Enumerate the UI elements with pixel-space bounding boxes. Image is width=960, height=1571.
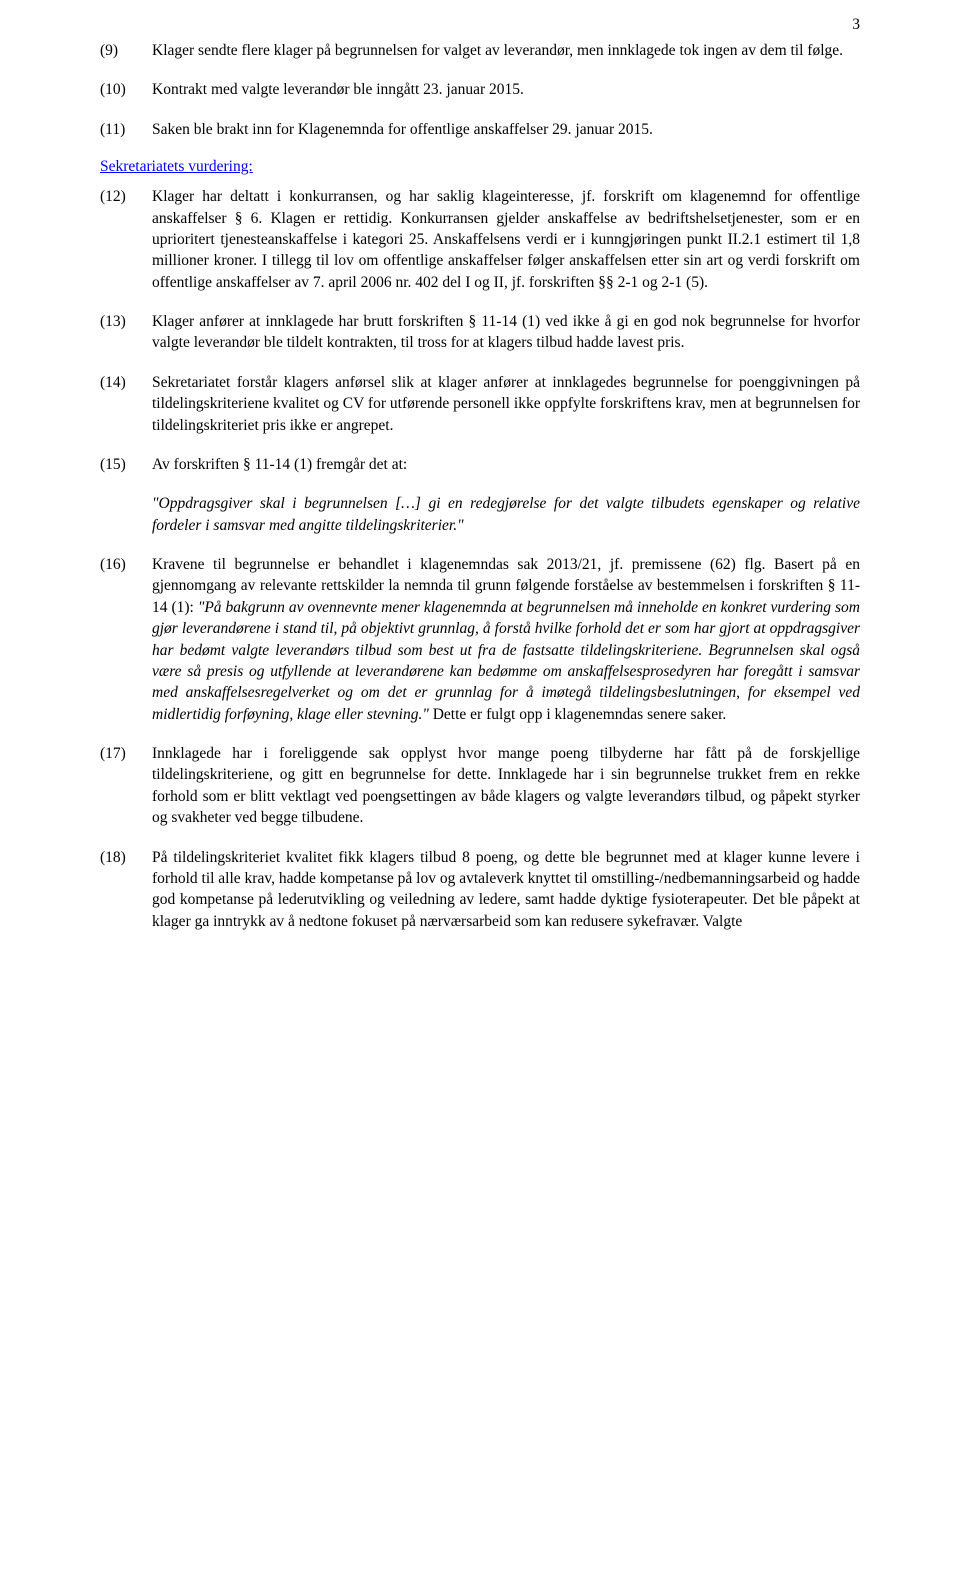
paragraph-12: (12) Klager har deltatt i konkurransen, … <box>100 186 860 293</box>
paragraph-num: (14) <box>100 372 152 436</box>
paragraph-num: (13) <box>100 311 152 354</box>
paragraph-post: Dette er fulgt opp i klagenemndas senere… <box>429 706 726 723</box>
page-number: 3 <box>852 16 860 34</box>
paragraph-9: (9) Klager sendte flere klager på begrun… <box>100 40 860 61</box>
paragraph-num: (10) <box>100 79 152 100</box>
paragraph-body: På tildelingskriteriet kvalitet fikk kla… <box>152 847 860 933</box>
quote-block: "Oppdragsgiver skal i begrunnelsen […] g… <box>152 493 860 536</box>
paragraph-body: Klager sendte flere klager på begrunnels… <box>152 40 860 61</box>
paragraph-18: (18) På tildelingskriteriet kvalitet fik… <box>100 847 860 933</box>
paragraph-body: Kravene til begrunnelse er behandlet i k… <box>152 554 860 725</box>
paragraph-body: Kontrakt med valgte leverandør ble inngå… <box>152 79 860 100</box>
paragraph-14: (14) Sekretariatet forstår klagers anfør… <box>100 372 860 436</box>
paragraph-body: Saken ble brakt inn for Klagenemnda for … <box>152 119 860 140</box>
paragraph-body: Klager har deltatt i konkurransen, og ha… <box>152 186 860 293</box>
paragraph-body: Klager anfører at innklagede har brutt f… <box>152 311 860 354</box>
paragraph-num: (17) <box>100 743 152 829</box>
paragraph-num: (9) <box>100 40 152 61</box>
paragraph-num: (12) <box>100 186 152 293</box>
paragraph-15: (15) Av forskriften § 11-14 (1) fremgår … <box>100 454 860 475</box>
paragraph-11: (11) Saken ble brakt inn for Klagenemnda… <box>100 119 860 140</box>
paragraph-13: (13) Klager anfører at innklagede har br… <box>100 311 860 354</box>
paragraph-num: (18) <box>100 847 152 933</box>
paragraph-17: (17) Innklagede har i foreliggende sak o… <box>100 743 860 829</box>
paragraph-10: (10) Kontrakt med valgte leverandør ble … <box>100 79 860 100</box>
paragraph-body: Av forskriften § 11-14 (1) fremgår det a… <box>152 454 860 475</box>
paragraph-num: (11) <box>100 119 152 140</box>
paragraph-body: Innklagede har i foreliggende sak opplys… <box>152 743 860 829</box>
page-container: 3 (9) Klager sendte flere klager på begr… <box>0 0 960 992</box>
section-heading: Sekretariatets vurdering: <box>100 158 860 176</box>
paragraph-body: Sekretariatet forstår klagers anførsel s… <box>152 372 860 436</box>
paragraph-num: (15) <box>100 454 152 475</box>
paragraph-quote: "På bakgrunn av ovennevnte mener klagene… <box>152 599 860 723</box>
paragraph-num: (16) <box>100 554 152 725</box>
paragraph-16: (16) Kravene til begrunnelse er behandle… <box>100 554 860 725</box>
